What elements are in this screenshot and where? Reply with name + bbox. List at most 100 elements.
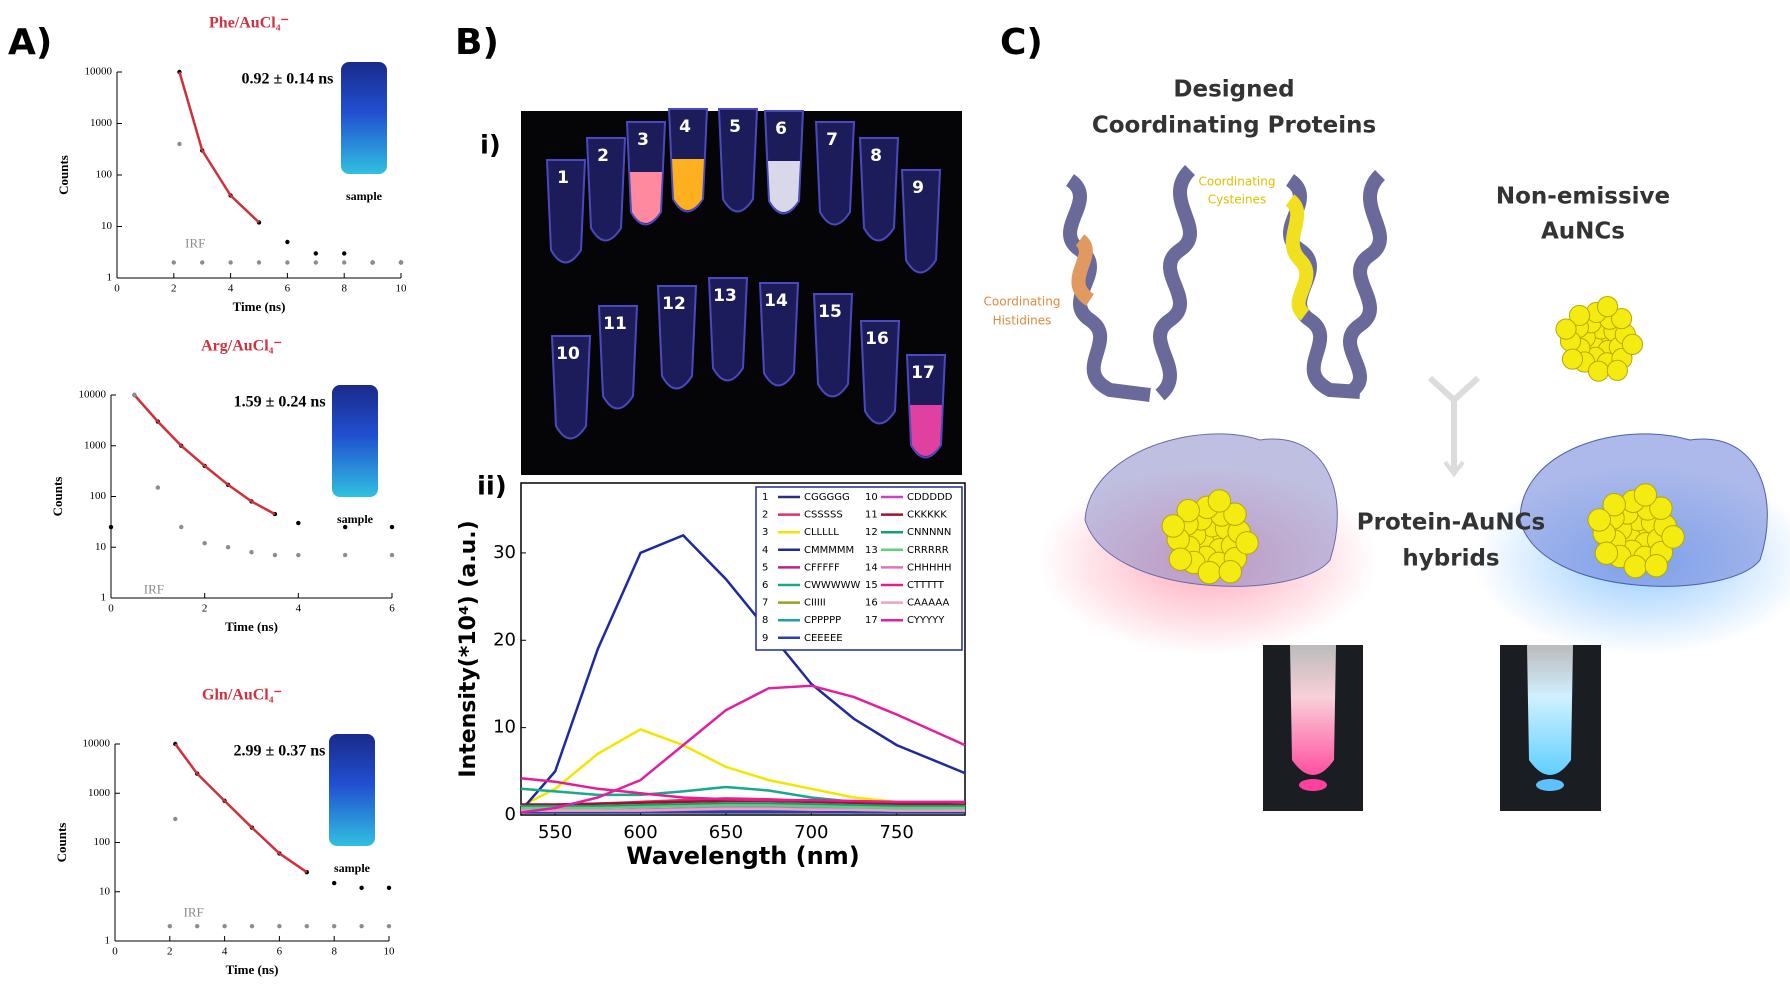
y-tick-label: 100	[94, 836, 111, 848]
gold-atom	[1555, 318, 1577, 340]
x-axis-label: Time (ns)	[225, 619, 278, 634]
data-point	[386, 923, 392, 929]
y-axis-label: Counts	[50, 477, 65, 517]
tube	[545, 159, 587, 264]
gold-atom	[1644, 554, 1668, 578]
tube-fill	[630, 172, 662, 223]
tube	[1290, 645, 1336, 775]
y-tick-label: 100	[90, 490, 107, 502]
x-tick-label: 650	[709, 822, 743, 843]
gold-atom	[1594, 541, 1619, 565]
legend-label: CPPPPP	[804, 615, 841, 626]
legend-number: 3	[762, 527, 768, 538]
cysteine-label: Cysteines	[1208, 193, 1266, 207]
data-point	[173, 816, 178, 822]
data-point	[200, 260, 205, 265]
legend-number: 5	[762, 562, 768, 573]
tube-number: 5	[729, 117, 741, 137]
tube-number: 3	[637, 130, 649, 150]
data-line	[521, 799, 966, 806]
data-point	[370, 260, 375, 265]
series-label: IRF	[185, 235, 205, 250]
x-tick-label: 750	[880, 822, 914, 843]
data-point	[304, 923, 309, 929]
data-point	[256, 260, 262, 265]
gold-atom	[1176, 499, 1200, 523]
helix-histidine	[1071, 234, 1095, 306]
x-tick-label: 2	[167, 946, 173, 958]
data-line	[520, 777, 965, 804]
x-tick-label: 10	[384, 946, 396, 958]
helix	[1343, 170, 1387, 399]
lifetime-annotation: 2.99 ± 0.37 ns	[233, 743, 325, 760]
tube-photo	[521, 108, 962, 475]
data-point	[222, 923, 227, 929]
gold-atom	[1606, 359, 1628, 381]
legend-number: 10	[865, 492, 878, 503]
tube-glow	[1299, 779, 1327, 791]
data-point	[296, 520, 301, 526]
data-point	[249, 923, 255, 929]
data-line	[133, 394, 276, 516]
data-point	[167, 923, 172, 929]
x-tick-label: 2	[202, 603, 208, 615]
series-label: sample	[334, 861, 371, 875]
data-point	[179, 524, 184, 530]
tube-number: 14	[764, 291, 788, 311]
gold-atom	[1661, 525, 1685, 549]
data-point	[195, 923, 200, 929]
legend-label: CHHHHH	[907, 562, 952, 573]
y-axis-label: Intensity(*10⁴) (a.u.)	[456, 520, 481, 777]
legend-number: 11	[865, 510, 878, 521]
x-tick-label: 4	[222, 946, 228, 958]
x-tick-label: 4	[228, 283, 234, 295]
tube	[656, 285, 698, 390]
histidine-label: Histidines	[993, 314, 1052, 328]
y-tick-label: 10000	[83, 738, 111, 750]
merge-arrow	[1427, 375, 1481, 470]
plot-frame	[520, 482, 966, 816]
data-line	[520, 728, 966, 808]
y-tick-label: 10000	[85, 66, 113, 78]
tube	[550, 335, 592, 440]
legend-number: 13	[865, 545, 878, 556]
hybrid-label: Protein-AuNCs	[1357, 510, 1545, 536]
data-point	[155, 485, 161, 490]
gold-atom	[1568, 304, 1591, 327]
y-tick-label: 1	[107, 272, 113, 284]
gold-atom	[1587, 508, 1611, 532]
data-point	[132, 392, 137, 398]
data-point	[313, 260, 318, 265]
legend-label: CWWWWW	[804, 580, 861, 591]
tube-fill	[768, 161, 800, 212]
x-tick-label: 0	[114, 283, 120, 295]
data-point	[332, 923, 337, 929]
gold-atom	[1218, 560, 1242, 584]
legend-number: 7	[762, 598, 768, 609]
legend-number: 6	[762, 580, 768, 591]
x-tick-label: 8	[341, 283, 347, 295]
hybrid-label: hybrids	[1402, 546, 1499, 572]
x-tick-label: 10	[396, 283, 408, 295]
data-line	[521, 810, 965, 814]
x-tick-label: 2	[171, 283, 177, 295]
x-tick-label: 0	[112, 946, 118, 958]
data-point	[389, 524, 395, 530]
x-tick-label: 600	[623, 822, 657, 843]
tube-number: 8	[870, 146, 882, 166]
data-point	[225, 545, 231, 550]
gold-atom	[1168, 547, 1193, 571]
x-tick-label: 4	[296, 603, 302, 615]
data-point	[296, 552, 301, 558]
data-point	[398, 260, 404, 265]
gold-atom	[1649, 496, 1673, 520]
tube-number: 6	[775, 119, 787, 139]
legend-label: CYYYYY	[907, 615, 945, 626]
tube	[597, 305, 639, 410]
y-tick-label: 20	[493, 629, 516, 650]
legend-label: CDDDDD	[907, 492, 953, 503]
y-tick-label: 10	[101, 220, 113, 232]
x-tick-label: 0	[108, 603, 114, 615]
